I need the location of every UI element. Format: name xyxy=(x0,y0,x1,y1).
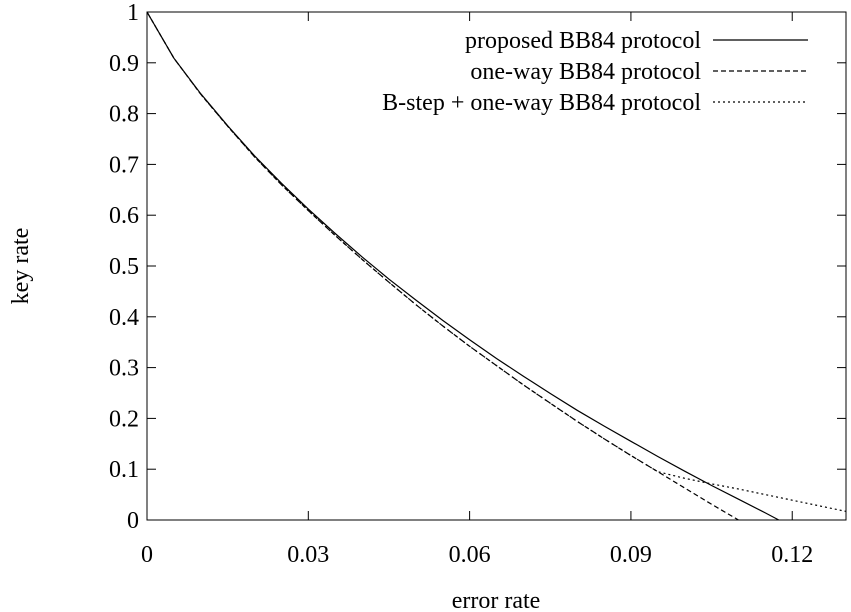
legend-label: B-step + one-way BB84 protocol xyxy=(382,90,701,116)
series-line-2 xyxy=(146,11,739,521)
y-tick-label: 0.5 xyxy=(109,254,139,280)
y-tick-label: 0.2 xyxy=(109,406,139,432)
x-tick-label: 0 xyxy=(141,542,153,568)
y-tick-label: 1 xyxy=(127,0,139,26)
legend-label: one-way BB84 protocol xyxy=(470,59,701,85)
x-tick-label: 0.03 xyxy=(287,542,329,568)
series-line-3 xyxy=(146,11,847,512)
y-tick-label: 0.7 xyxy=(109,152,139,178)
y-tick-label: 0.6 xyxy=(109,203,139,229)
y-tick-label: 0.8 xyxy=(109,102,139,128)
y-tick-label: 0.1 xyxy=(109,457,139,483)
legend: proposed BB84 protocol one-way BB84 proto… xyxy=(382,28,808,116)
y-tick-label: 0.4 xyxy=(109,305,139,331)
x-tick-label: 0.12 xyxy=(771,542,813,568)
y-axis-label: key rate xyxy=(8,228,34,305)
x-axis: 0 0.03 0.06 0.09 0.12 xyxy=(141,12,813,568)
y-tick-label: 0.9 xyxy=(109,51,139,77)
y-axis: 0 0.1 0.2 0.3 0.4 0.5 0.6 0.7 0.8 0.9 1 xyxy=(109,0,846,534)
x-tick-label: 0.09 xyxy=(610,542,652,568)
x-axis-label: error rate xyxy=(452,588,541,612)
legend-label: proposed BB84 protocol xyxy=(465,28,701,54)
x-tick-label: 0.06 xyxy=(449,542,491,568)
series-layer xyxy=(146,11,847,521)
series-line-1 xyxy=(146,11,780,521)
y-tick-label: 0 xyxy=(127,508,139,534)
plot-frame xyxy=(146,11,847,521)
y-tick-label: 0.3 xyxy=(109,356,139,382)
